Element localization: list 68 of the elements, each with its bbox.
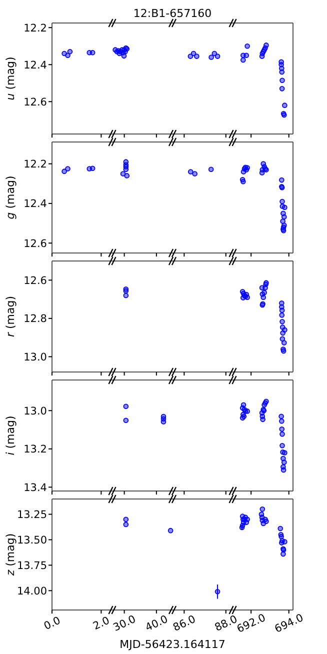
point — [279, 418, 284, 424]
y-tick-label: 12.4 — [24, 59, 48, 72]
point — [160, 419, 166, 424]
x-tick-label: 0.0 — [42, 614, 62, 633]
point — [264, 42, 269, 48]
point — [280, 198, 285, 204]
point — [281, 340, 287, 346]
point — [240, 57, 246, 63]
point — [121, 53, 127, 59]
point — [280, 551, 286, 557]
point — [279, 69, 285, 75]
y-tick-label: 13.4 — [24, 482, 48, 494]
point — [280, 442, 285, 448]
chart-title: 12:B1-657160 — [133, 7, 212, 20]
point — [260, 506, 266, 512]
y-tick-label: 13.50 — [16, 534, 47, 546]
y-tick-label: 12.6 — [24, 96, 48, 108]
y-tick-label: 13.0 — [24, 405, 47, 418]
point — [280, 432, 285, 437]
point — [282, 102, 288, 108]
y-tick-label: 12.2 — [24, 158, 47, 170]
y-tick-label: 13.2 — [24, 444, 47, 456]
point — [123, 166, 129, 172]
point — [279, 312, 285, 318]
x-tick-label: 40.0 — [144, 613, 170, 634]
y-tick-label: 12.8 — [24, 313, 47, 326]
point — [240, 402, 246, 408]
point — [240, 295, 246, 300]
point — [278, 414, 284, 420]
point — [279, 177, 284, 183]
y-tick-label: 14.00 — [16, 585, 47, 598]
x-axis-title: MJD-56423.164117 — [120, 638, 226, 651]
point — [244, 520, 249, 526]
point — [279, 308, 285, 314]
point — [260, 294, 266, 300]
x-tick-label: 86.0 — [171, 613, 198, 634]
point — [124, 173, 130, 178]
point — [123, 418, 129, 424]
point — [280, 78, 285, 83]
point — [278, 526, 283, 532]
point — [279, 426, 285, 432]
point — [244, 43, 250, 49]
point — [280, 218, 286, 224]
y-tick-label: 12.6 — [24, 274, 48, 287]
y-tick-label: 13.25 — [16, 508, 47, 521]
y-tick-label: 12.6 — [24, 238, 48, 250]
y-axis-title: i (mag) — [4, 416, 17, 456]
y-axis-title: u (mag) — [4, 56, 17, 100]
point — [280, 467, 286, 473]
y-tick-label: 12.4 — [24, 198, 48, 210]
point — [244, 52, 249, 58]
point — [281, 214, 287, 220]
y-tick-label: 12.2 — [24, 22, 47, 34]
y-axis-title: z (mag) — [4, 533, 17, 577]
point — [280, 330, 286, 336]
point — [279, 86, 285, 92]
y-axis-title: r (mag) — [4, 296, 17, 338]
x-tick-label: 2.0 — [91, 614, 112, 633]
y-axis-title: g (mag) — [4, 176, 17, 220]
x-tick-label: 30.0 — [111, 613, 138, 634]
point — [123, 404, 129, 410]
point — [281, 460, 287, 465]
y-tick-label: 13.75 — [16, 560, 47, 572]
point — [280, 319, 285, 324]
point — [120, 171, 126, 176]
point — [282, 204, 288, 210]
point — [260, 416, 266, 422]
y-tick-label: 13.0 — [24, 351, 47, 364]
